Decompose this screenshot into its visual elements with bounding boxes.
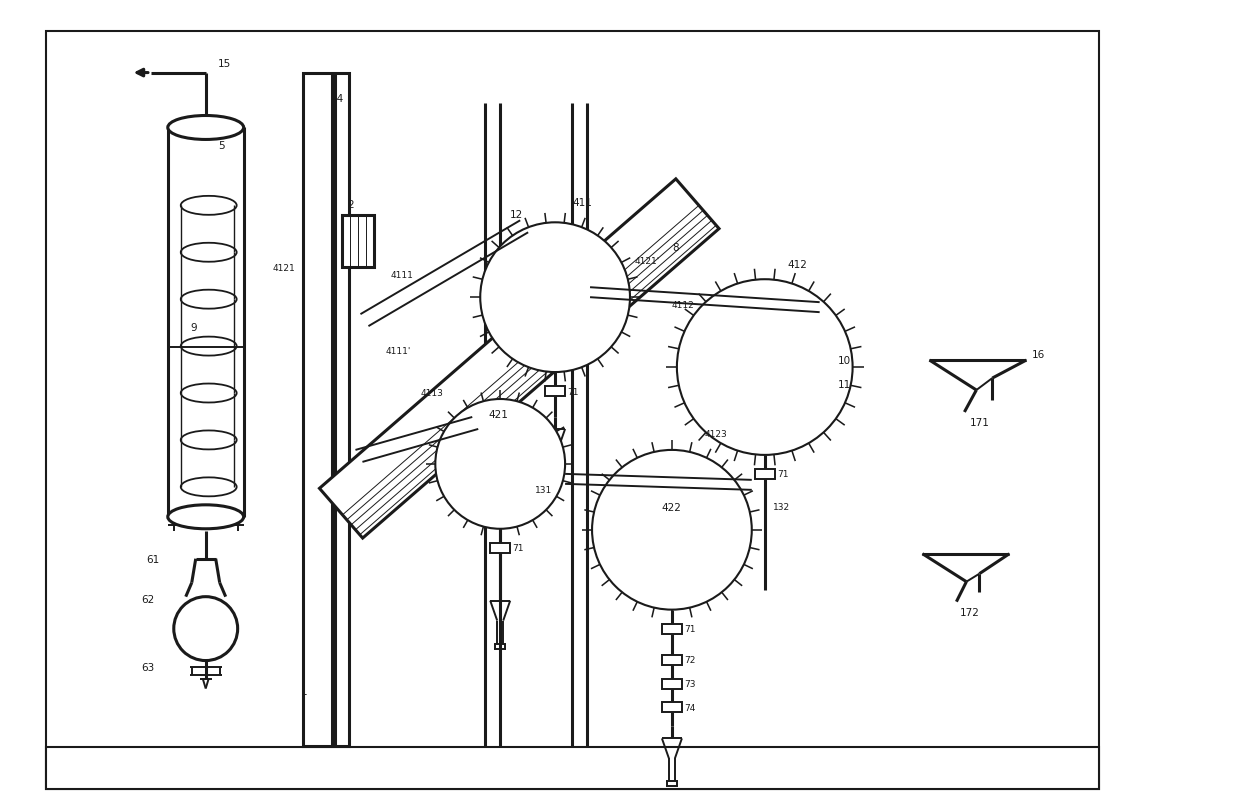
Polygon shape: [320, 180, 719, 538]
Bar: [662, 678, 682, 689]
Text: 8: 8: [672, 243, 678, 253]
Text: 10: 10: [838, 355, 851, 366]
Text: 71: 71: [512, 544, 523, 553]
Text: 1: 1: [300, 687, 308, 697]
Text: 12: 12: [510, 210, 523, 220]
Text: 4112: 4112: [672, 300, 694, 310]
Text: 2: 2: [347, 200, 355, 210]
Text: 74: 74: [684, 703, 696, 712]
Text: 4111: 4111: [391, 270, 413, 279]
Text: 132: 132: [773, 503, 790, 512]
Bar: [662, 703, 682, 712]
Text: 72: 72: [684, 655, 696, 664]
Polygon shape: [342, 216, 374, 268]
Text: 62: 62: [141, 594, 154, 604]
Circle shape: [591, 451, 751, 610]
Text: 14: 14: [331, 93, 343, 103]
Text: 4123: 4123: [704, 430, 728, 439]
Circle shape: [174, 597, 238, 661]
Text: 15: 15: [218, 59, 231, 68]
Circle shape: [435, 399, 565, 529]
Text: 11: 11: [838, 379, 851, 390]
Text: 4121': 4121': [635, 257, 660, 265]
Bar: [755, 469, 775, 480]
Bar: [46, 31, 1099, 789]
Text: 422: 422: [662, 502, 682, 512]
Ellipse shape: [167, 116, 243, 140]
Text: 71: 71: [776, 470, 789, 479]
Text: 131: 131: [534, 486, 552, 495]
Text: 421: 421: [489, 410, 508, 419]
Bar: [336, 74, 350, 747]
Text: 71: 71: [684, 624, 696, 634]
Text: 71: 71: [567, 387, 579, 396]
Bar: [546, 387, 565, 396]
Text: 4113: 4113: [420, 388, 443, 397]
Text: 5: 5: [218, 141, 224, 152]
Text: 63: 63: [141, 662, 154, 672]
Text: 16: 16: [1032, 350, 1045, 359]
Text: 412: 412: [787, 260, 807, 270]
Bar: [303, 74, 332, 747]
Bar: [662, 654, 682, 665]
Text: 3: 3: [362, 233, 370, 243]
Text: 172: 172: [960, 607, 980, 617]
Text: 61: 61: [146, 554, 159, 564]
Text: 4111': 4111': [386, 346, 410, 355]
Circle shape: [677, 280, 853, 456]
Text: 411: 411: [572, 198, 591, 208]
Bar: [662, 624, 682, 634]
Ellipse shape: [167, 505, 243, 529]
Bar: [46, 747, 1099, 789]
Circle shape: [480, 223, 630, 373]
Text: 73: 73: [684, 679, 696, 688]
Bar: [490, 543, 510, 553]
Text: 171: 171: [970, 418, 990, 427]
Text: 4121: 4121: [273, 263, 295, 273]
Text: 9: 9: [191, 322, 197, 333]
